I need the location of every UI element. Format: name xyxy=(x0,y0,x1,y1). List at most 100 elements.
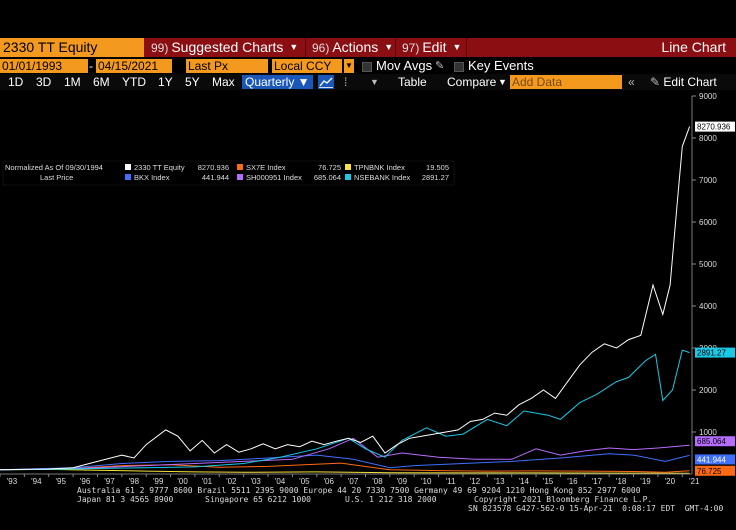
series-line-sx7e-index xyxy=(0,462,690,473)
legend-subheader: Last Price xyxy=(40,173,73,182)
currency-select[interactable]: Local CCY xyxy=(272,59,342,73)
x-tick-label: '16 xyxy=(567,477,578,486)
legend-series-value: 8270.936 xyxy=(198,163,229,172)
legend-swatch xyxy=(125,164,131,170)
x-tick-label: '19 xyxy=(640,477,651,486)
key-events-checkbox[interactable] xyxy=(454,62,464,72)
frequency-select[interactable]: Quarterly ▼ xyxy=(242,75,313,89)
dropdown-arrow-icon: ▼ xyxy=(384,42,394,52)
x-tick-label: '13 xyxy=(494,477,505,486)
currency-dropdown-icon[interactable]: ▼ xyxy=(344,59,354,73)
y-tick-label: 8000 xyxy=(699,134,717,143)
x-tick-label: '09 xyxy=(397,477,408,486)
divider xyxy=(395,38,396,57)
menu-number: 99) xyxy=(151,41,169,55)
period-bar xyxy=(0,74,736,90)
footer-contacts-us: U.S. 1 212 318 2000 xyxy=(345,495,437,504)
edit-menu[interactable]: 97) Edit ▼ xyxy=(402,38,461,57)
legend-series-name: BKX Index xyxy=(134,173,170,182)
last-value-label: 8270.936 xyxy=(697,123,731,132)
x-tick-label: '05 xyxy=(299,477,310,486)
menu-label: Actions xyxy=(332,39,379,55)
price-field-select[interactable]: Last Px xyxy=(186,59,268,73)
legend-series-value: 685.064 xyxy=(314,173,341,182)
settings-icon[interactable]: ⁞ xyxy=(344,75,348,89)
compare-dropdown-icon[interactable]: ▼ xyxy=(498,77,507,87)
divider xyxy=(305,38,306,57)
x-tick-label: '03 xyxy=(250,477,261,486)
period-max[interactable]: Max xyxy=(212,75,235,89)
y-tick-label: 5000 xyxy=(699,260,717,269)
edit-chart-button[interactable]: ✎ Edit Chart xyxy=(650,74,717,90)
x-tick-label: '94 xyxy=(31,477,42,486)
period-3d[interactable]: 3D xyxy=(36,75,52,89)
compare-button[interactable]: Compare xyxy=(447,75,497,89)
y-tick-label: 2000 xyxy=(699,386,717,395)
footer-session-info: SN 823578 G427-562-0 15-Apr-21 0:08:17 E… xyxy=(468,504,724,513)
line-chart: 100020003000400050006000700080009000'93'… xyxy=(0,92,735,486)
line-chart-icon[interactable] xyxy=(318,75,334,89)
chevron-down-icon[interactable]: ▼ xyxy=(370,77,379,87)
x-tick-label: '96 xyxy=(80,477,91,486)
legend-series-name: SH000951 Index xyxy=(246,173,302,182)
x-tick-label: '00 xyxy=(177,477,188,486)
legend-series-value: 76.725 xyxy=(318,163,341,172)
period-1d[interactable]: 1D xyxy=(8,75,24,89)
end-date-field[interactable]: 04/15/2021 xyxy=(96,59,172,73)
mov-avgs-label[interactable]: Mov Avgs xyxy=(376,58,433,73)
legend-series-value: 2891.27 xyxy=(422,173,449,182)
divider xyxy=(466,38,467,57)
pencil-icon[interactable]: ✎ xyxy=(435,60,445,72)
dropdown-arrow-icon: ▼ xyxy=(289,42,299,52)
legend-swatch xyxy=(125,174,131,180)
legend-background xyxy=(2,160,455,186)
x-tick-label: '21 xyxy=(689,477,700,486)
legend-series-name: NSEBANK Index xyxy=(354,173,411,182)
add-data-input[interactable]: Add Data xyxy=(510,75,622,89)
period-5y[interactable]: 5Y xyxy=(185,75,200,89)
period-1m[interactable]: 1M xyxy=(64,75,81,89)
x-tick-label: '11 xyxy=(446,477,456,486)
edit-chart-label: Edit Chart xyxy=(663,75,717,89)
x-tick-label: '12 xyxy=(470,477,481,486)
footer-contacts-singapore: Singapore 65 6212 1000 xyxy=(205,495,311,504)
legend-series-name: TPNBNK Index xyxy=(354,163,405,172)
x-tick-label: '17 xyxy=(592,477,603,486)
legend-swatch xyxy=(237,174,243,180)
y-tick-label: 4000 xyxy=(699,302,717,311)
mov-avgs-checkbox[interactable] xyxy=(362,62,372,72)
last-value-label: 441.944 xyxy=(697,455,726,464)
menu-label: Suggested Charts xyxy=(171,39,284,55)
pencil-icon: ✎ xyxy=(650,75,661,89)
legend: Normalized As Of 09/30/1994 Last Price 2… xyxy=(2,160,455,186)
actions-menu[interactable]: 96) Actions ▼ xyxy=(312,38,393,57)
footer-contacts-japan: Japan 81 3 4565 8900 xyxy=(77,495,174,504)
last-value-label: 2891.27 xyxy=(697,349,726,358)
legend-series-value: 19.505 xyxy=(426,163,449,172)
period-6m[interactable]: 6M xyxy=(93,75,110,89)
suggested-charts-menu[interactable]: 99) Suggested Charts ▼ xyxy=(151,38,298,57)
x-tick-label: '14 xyxy=(518,477,529,486)
table-button[interactable]: Table xyxy=(398,75,427,89)
x-tick-label: '08 xyxy=(372,477,383,486)
series-line-bkx-index xyxy=(0,453,690,471)
footer-contacts-line1: Australia 61 2 9777 8600 Brazil 5511 239… xyxy=(77,486,641,495)
start-date-field[interactable]: 01/01/1993 xyxy=(0,59,88,73)
menu-number: 96) xyxy=(312,41,330,55)
x-tick-label: '02 xyxy=(226,477,237,486)
x-tick-label: '01 xyxy=(202,477,213,486)
collapse-left-icon[interactable]: « xyxy=(628,75,635,89)
period-1y[interactable]: 1Y xyxy=(158,75,173,89)
x-tick-label: '06 xyxy=(324,477,335,486)
x-tick-label: '93 xyxy=(7,477,18,486)
y-tick-label: 9000 xyxy=(699,92,717,101)
key-events-label[interactable]: Key Events xyxy=(468,58,534,73)
series-line-2330-tt-equity xyxy=(0,126,691,471)
last-value-badge xyxy=(695,465,735,476)
dropdown-arrow-icon: ▼ xyxy=(452,42,462,52)
series-line-sh000951-index xyxy=(0,437,690,471)
period-ytd[interactable]: YTD xyxy=(122,75,146,89)
footer-copyright: Copyright 2021 Bloomberg Finance L.P. xyxy=(474,495,653,504)
ticker-field[interactable]: 2330 TT Equity xyxy=(0,38,144,57)
date-separator: - xyxy=(89,59,93,73)
